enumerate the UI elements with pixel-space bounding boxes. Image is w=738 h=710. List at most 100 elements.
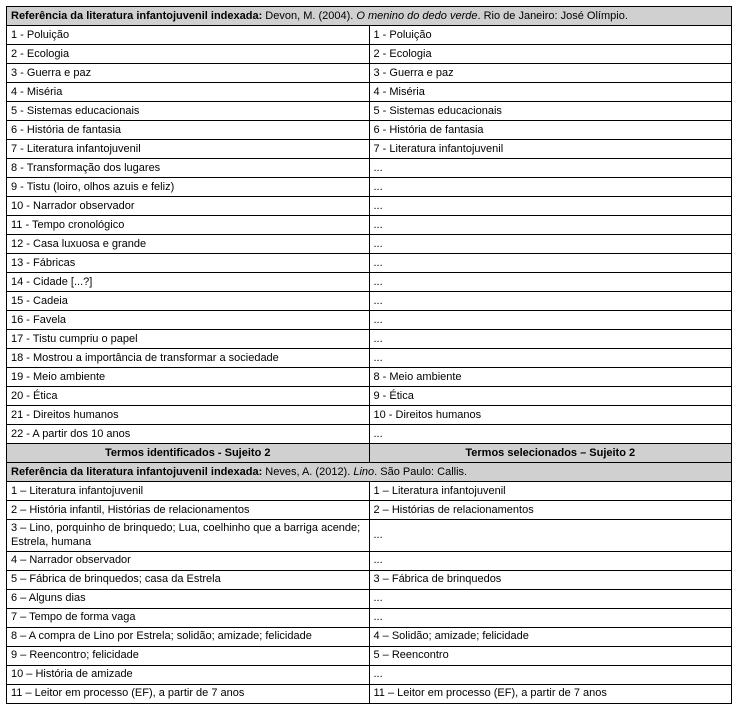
cell-left: 21 - Direitos humanos [7, 406, 370, 425]
table-row: 6 – Alguns dias... [7, 589, 732, 608]
cell-left: 12 - Casa luxuosa e grande [7, 235, 370, 254]
cell-left: 15 - Cadeia [7, 292, 370, 311]
table-row: 22 - A partir dos 10 anos... [7, 425, 732, 444]
cell-right: 5 – Reencontro [369, 646, 732, 665]
cell-right: ... [369, 159, 732, 178]
section-header-right: Termos selecionados – Sujeito 2 [369, 444, 732, 463]
ref-label: Referência da literatura infantojuvenil … [11, 466, 262, 478]
table-row: 16 - Favela... [7, 311, 732, 330]
cell-right: ... [369, 178, 732, 197]
cell-right: 3 - Guerra e paz [369, 64, 732, 83]
ref-title: Lino [353, 466, 374, 478]
cell-left: 17 - Tistu cumpriu o papel [7, 330, 370, 349]
cell-left: 11 - Tempo cronológico [7, 216, 370, 235]
table-row: 7 - Literatura infantojuvenil7 - Literat… [7, 140, 732, 159]
ref-author: Neves, A. (2012). [262, 466, 353, 478]
cell-left: 7 – Tempo de forma vaga [7, 608, 370, 627]
table-row: 7 – Tempo de forma vaga... [7, 608, 732, 627]
cell-right: ... [369, 349, 732, 368]
table-row: 14 - Cidade [...?]... [7, 273, 732, 292]
cell-left: 5 - Sistemas educacionais [7, 102, 370, 121]
table-row: 19 - Meio ambiente8 - Meio ambiente [7, 368, 732, 387]
cell-right: 4 - Miséria [369, 83, 732, 102]
cell-left: 6 - História de fantasia [7, 121, 370, 140]
reference-row-2: Referência da literatura infantojuvenil … [7, 463, 732, 482]
cell-left: 9 - Tistu (loiro, olhos azuis e feliz) [7, 178, 370, 197]
table-row: 21 - Direitos humanos10 - Direitos human… [7, 406, 732, 425]
cell-left: 3 - Guerra e paz [7, 64, 370, 83]
cell-left: 2 - Ecologia [7, 45, 370, 64]
cell-right: 5 - Sistemas educacionais [369, 102, 732, 121]
cell-right: ... [369, 589, 732, 608]
cell-right: ... [369, 254, 732, 273]
cell-left: 9 – Reencontro; felicidade [7, 646, 370, 665]
cell-right: 4 – Solidão; amizade; felicidade [369, 627, 732, 646]
section-header-left: Termos identificados - Sujeito 2 [7, 444, 370, 463]
cell-left: 6 – Alguns dias [7, 589, 370, 608]
cell-left: 16 - Favela [7, 311, 370, 330]
table-row: 4 – Narrador observador... [7, 551, 732, 570]
table-row: 13 - Fábricas... [7, 254, 732, 273]
table-row: 18 - Mostrou a importância de transforma… [7, 349, 732, 368]
table-row: 10 – História de amizade... [7, 665, 732, 684]
table-row: 2 – História infantil, Histórias de rela… [7, 501, 732, 520]
table-row: 4 - Miséria4 - Miséria [7, 83, 732, 102]
table-row: 5 – Fábrica de brinquedos; casa da Estre… [7, 570, 732, 589]
cell-right: ... [369, 311, 732, 330]
cell-right: 8 - Meio ambiente [369, 368, 732, 387]
cell-right: 3 – Fábrica de brinquedos [369, 570, 732, 589]
cell-left: 8 - Transformação dos lugares [7, 159, 370, 178]
table-row: 20 - Ética9 - Ética [7, 387, 732, 406]
table-row: 11 – Leitor em processo (EF), a partir d… [7, 684, 732, 703]
cell-right: ... [369, 216, 732, 235]
table-row: 1 - Poluição1 - Poluição [7, 26, 732, 45]
cell-right: 7 - Literatura infantojuvenil [369, 140, 732, 159]
cell-right: ... [369, 292, 732, 311]
cell-right: ... [369, 608, 732, 627]
cell-left: 7 - Literatura infantojuvenil [7, 140, 370, 159]
table-row: 9 – Reencontro; felicidade5 – Reencontro [7, 646, 732, 665]
table-row: 10 - Narrador observador... [7, 197, 732, 216]
cell-left: 13 - Fábricas [7, 254, 370, 273]
cell-right: ... [369, 235, 732, 254]
cell-right: 2 - Ecologia [369, 45, 732, 64]
reference-row-1: Referência da literatura infantojuvenil … [7, 7, 732, 26]
cell-right: ... [369, 273, 732, 292]
cell-left: 19 - Meio ambiente [7, 368, 370, 387]
cell-right: 9 - Ética [369, 387, 732, 406]
ref-label: Referência da literatura infantojuvenil … [11, 10, 262, 22]
cell-left: 5 – Fábrica de brinquedos; casa da Estre… [7, 570, 370, 589]
cell-right: 11 – Leitor em processo (EF), a partir d… [369, 684, 732, 703]
table-row: 8 – A compra de Lino por Estrela; solidã… [7, 627, 732, 646]
ref-tail: . São Paulo: Callis. [374, 466, 467, 478]
table-row: 2 - Ecologia2 - Ecologia [7, 45, 732, 64]
cell-left: 10 - Narrador observador [7, 197, 370, 216]
cell-right: ... [369, 520, 732, 552]
cell-right: 2 – Histórias de relacionamentos [369, 501, 732, 520]
table-row: 5 - Sistemas educacionais5 - Sistemas ed… [7, 102, 732, 121]
cell-left: 8 – A compra de Lino por Estrela; solidã… [7, 627, 370, 646]
cell-right: ... [369, 551, 732, 570]
table-row: 8 - Transformação dos lugares... [7, 159, 732, 178]
cell-right: 6 - História de fantasia [369, 121, 732, 140]
ref-title: O menino do dedo verde [356, 10, 477, 22]
table-row: 9 - Tistu (loiro, olhos azuis e feliz)..… [7, 178, 732, 197]
cell-right: 1 – Literatura infantojuvenil [369, 482, 732, 501]
main-table: Referência da literatura infantojuvenil … [6, 6, 732, 704]
cell-left: 1 - Poluição [7, 26, 370, 45]
ref-author: Devon, M. (2004). [262, 10, 356, 22]
table-row: 3 - Guerra e paz3 - Guerra e paz [7, 64, 732, 83]
cell-left: 2 – História infantil, Histórias de rela… [7, 501, 370, 520]
table-row: 12 - Casa luxuosa e grande... [7, 235, 732, 254]
cell-left: 3 – Lino, porquinho de brinquedo; Lua, c… [7, 520, 370, 552]
cell-left: 22 - A partir dos 10 anos [7, 425, 370, 444]
table-row: 17 - Tistu cumpriu o papel... [7, 330, 732, 349]
cell-right: ... [369, 197, 732, 216]
cell-right: ... [369, 425, 732, 444]
cell-right: ... [369, 665, 732, 684]
cell-left: 10 – História de amizade [7, 665, 370, 684]
ref-tail: . Rio de Janeiro: José Olímpio. [477, 10, 627, 22]
cell-left: 1 – Literatura infantojuvenil [7, 482, 370, 501]
cell-right: 10 - Direitos humanos [369, 406, 732, 425]
table-row: 3 – Lino, porquinho de brinquedo; Lua, c… [7, 520, 732, 552]
